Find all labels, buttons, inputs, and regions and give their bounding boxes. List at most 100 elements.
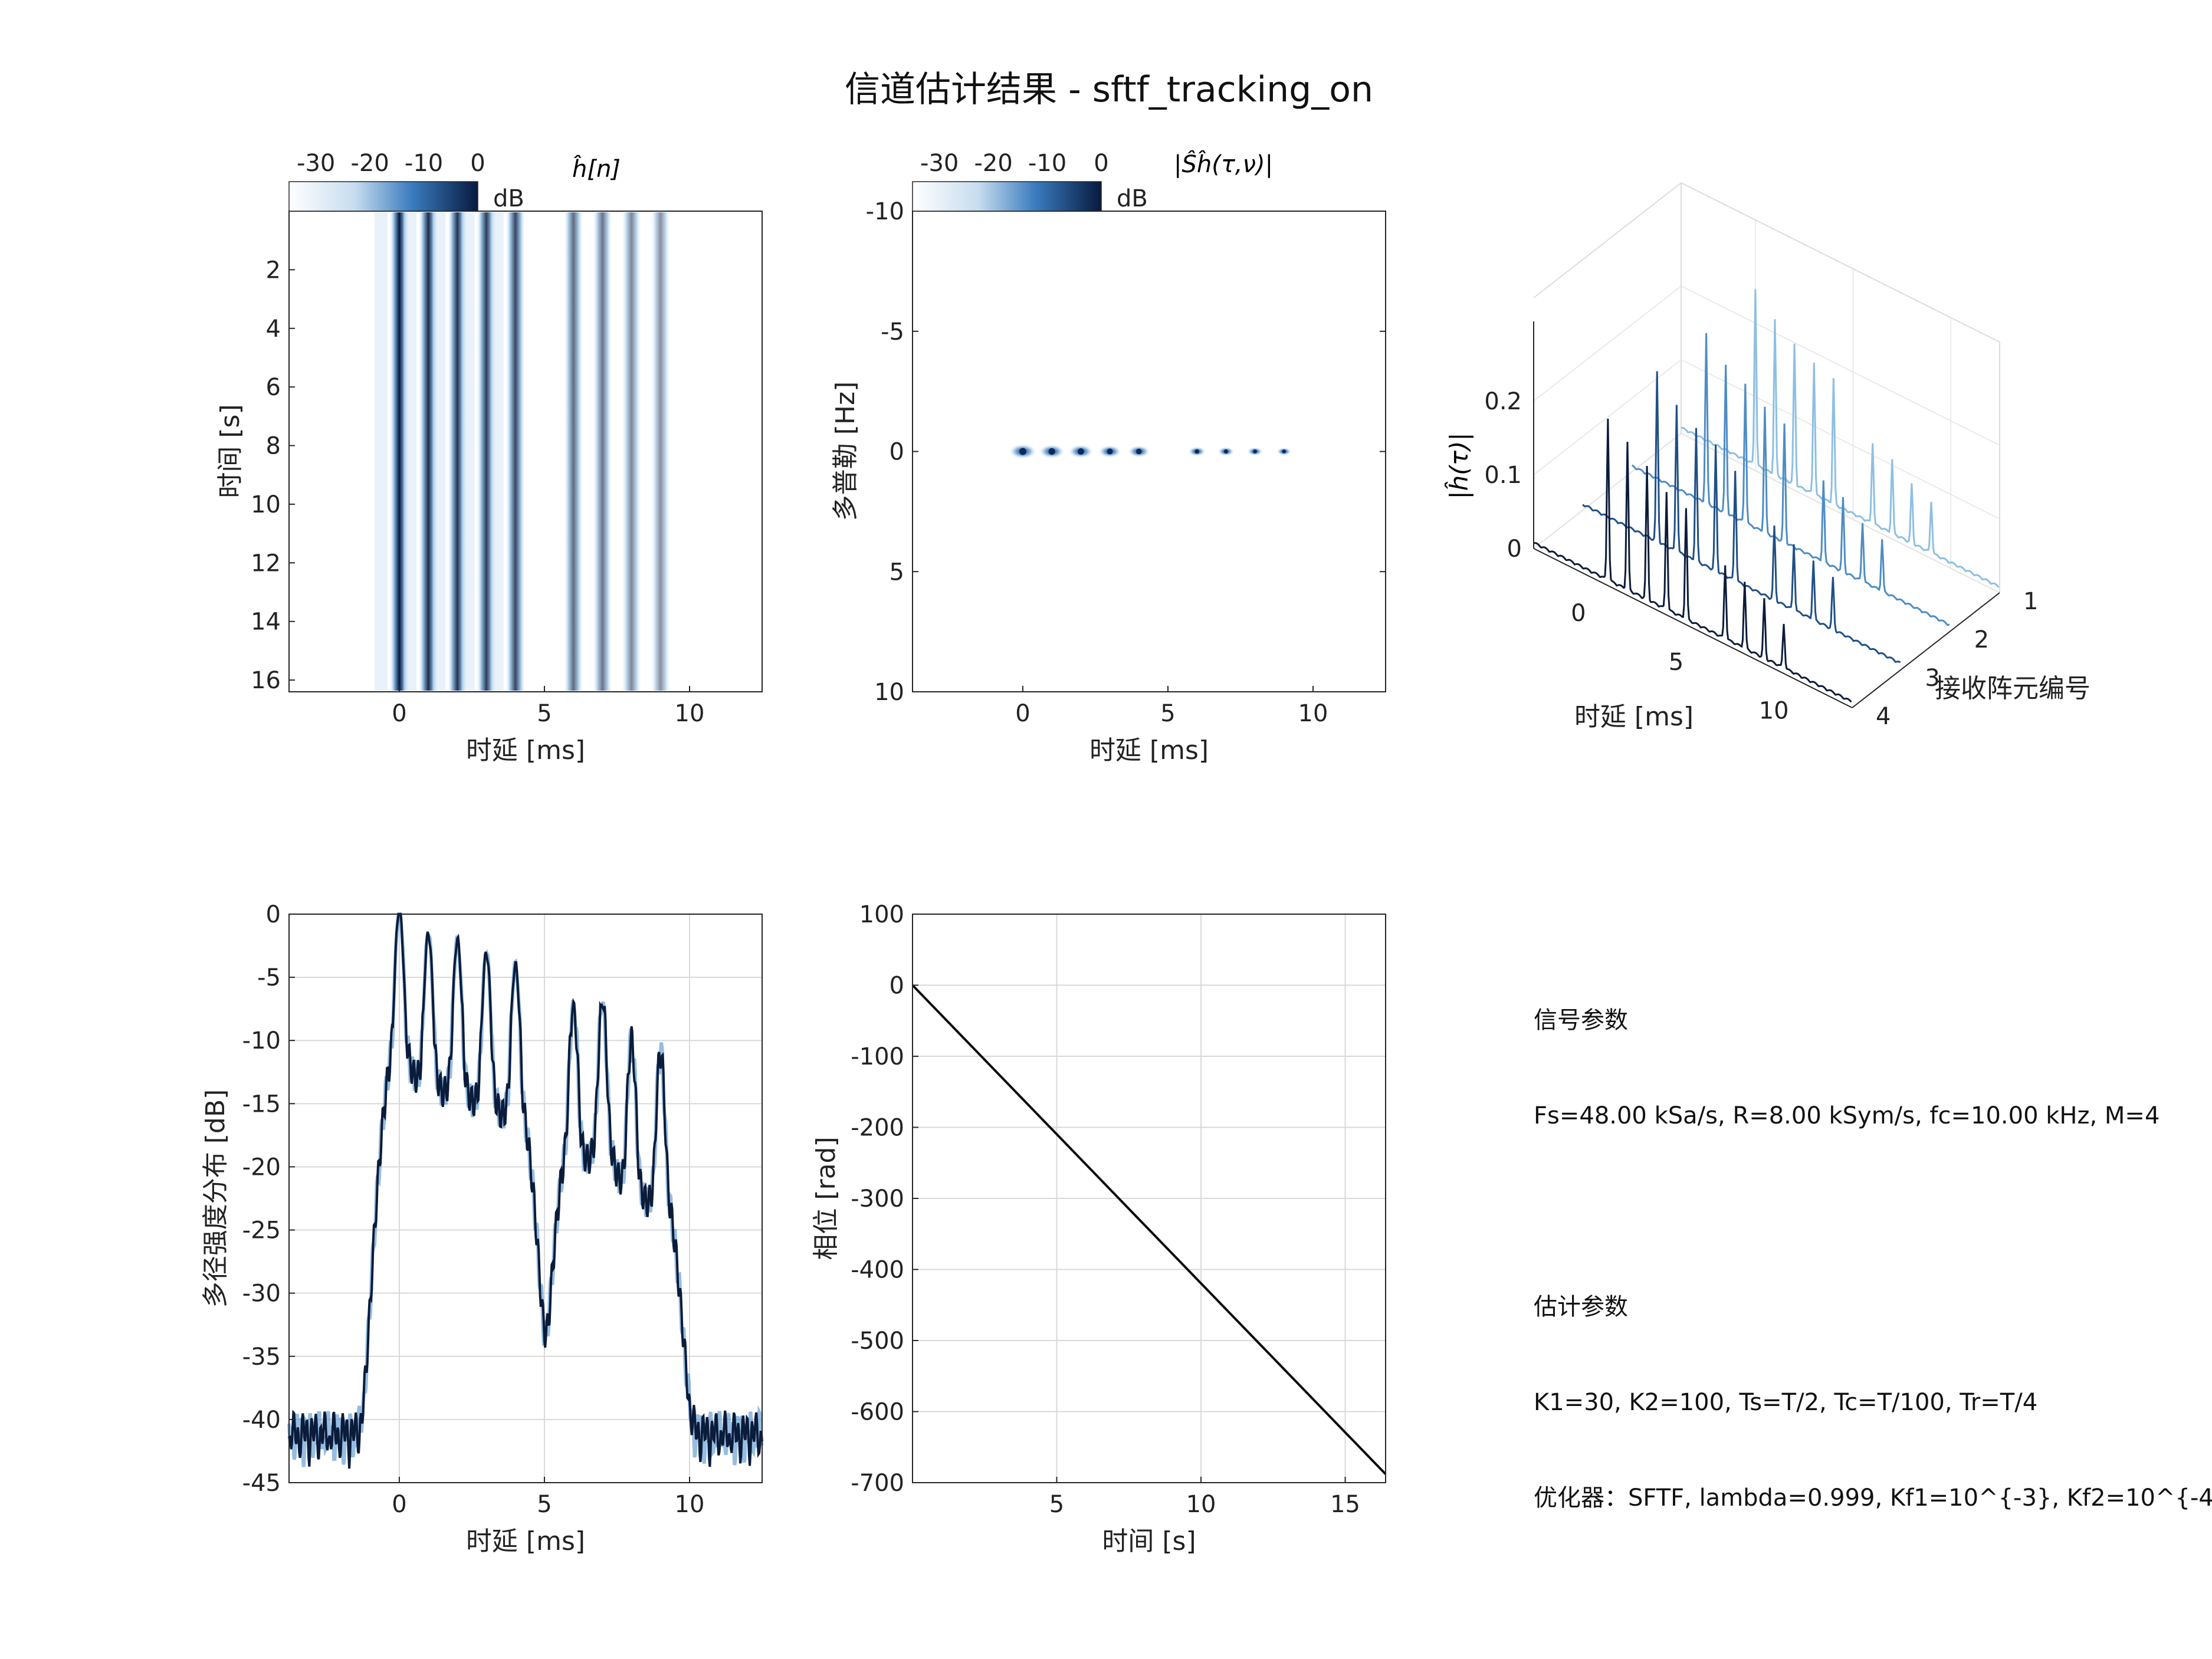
impulse-stripe bbox=[592, 212, 613, 691]
y-axis-label: 多普勒 [Hz] bbox=[831, 382, 861, 521]
colorbar: -30 -20 -10 0 dB bbox=[288, 150, 524, 212]
x-tick-label: 5 bbox=[1049, 1491, 1064, 1518]
estim-heading: 估计参数 bbox=[1534, 1293, 1628, 1320]
y-tick-label: -5 bbox=[881, 318, 904, 346]
z-tick-label: 0.2 bbox=[1484, 388, 1522, 415]
z-gridline bbox=[1533, 433, 2000, 593]
x-tick-label: 0 bbox=[1015, 700, 1030, 727]
colorbar-tick-label: -10 bbox=[405, 150, 443, 177]
y-tick-label: -30 bbox=[242, 1280, 281, 1308]
x-tick-label: 5 bbox=[1669, 649, 1683, 676]
sidelobe-stripe bbox=[432, 212, 446, 691]
estim-params: K1=30, K2=100, Ts=T/2, Tc=T/100, Tr=T/4 bbox=[1534, 1389, 2038, 1416]
y-tick-label: -5 bbox=[257, 964, 281, 991]
y-tick-label: -100 bbox=[851, 1043, 904, 1070]
scatter-core bbox=[1282, 449, 1286, 454]
y-tick-label: -200 bbox=[851, 1115, 904, 1142]
x-tick-label: 15 bbox=[1330, 1491, 1360, 1518]
panel-power-delay-profile: 0 5 100-5-10-15-20-25-30-35-40-45 时延 [ms] … bbox=[201, 901, 764, 1556]
impulse-stripe bbox=[650, 212, 671, 691]
z-tick-label: 0 bbox=[1507, 536, 1522, 563]
colorbar-tick-label: -20 bbox=[350, 150, 389, 177]
axis-ticks: 0 5 10 1 2 3 4 0 0.1 0.2 bbox=[1484, 388, 2038, 730]
axis-ticks: 0 5 10 2 4 6 8 10 12 14 16 bbox=[251, 257, 704, 727]
colorbar-tick-label: -30 bbox=[920, 150, 959, 177]
box-edge bbox=[1533, 182, 1682, 298]
optimizer-params: 优化器：SFTF, lambda=0.999, Kf1=10^{-3}, Kf2… bbox=[1534, 1484, 2212, 1512]
x-tick-label: 10 bbox=[675, 1491, 705, 1518]
colorbar-ticks: -30 -20 -10 0 bbox=[920, 150, 1109, 177]
sidelobe-stripe bbox=[490, 212, 504, 691]
panel-title: ĥ[n] bbox=[572, 155, 621, 183]
y-tick-label: -10 bbox=[242, 1027, 281, 1054]
y-tick-label: 2 bbox=[266, 257, 281, 284]
waterfall-series-4 bbox=[1533, 418, 1852, 703]
scatter-core bbox=[1253, 449, 1257, 454]
y-tick-label: 8 bbox=[266, 433, 281, 460]
x-axis-label: 时间 [s] bbox=[1102, 1526, 1196, 1556]
x-tick-label: 10 bbox=[1759, 698, 1789, 725]
y-tick-label: -20 bbox=[242, 1154, 281, 1181]
y-axis-line bbox=[1852, 592, 2000, 708]
y-tick-label: -10 bbox=[866, 198, 904, 225]
axis-ticks: 0 5 10 -10 -5 0 5 10 bbox=[866, 198, 1386, 727]
colorbar: -30 -20 -10 0 dB bbox=[912, 150, 1148, 212]
scatter-core bbox=[1194, 449, 1199, 454]
y-tick-label: -35 bbox=[242, 1343, 281, 1371]
colorbar-ticks: -30 -20 -10 0 bbox=[297, 150, 485, 177]
y-tick-label: 10 bbox=[251, 491, 281, 518]
plot-background bbox=[289, 211, 762, 692]
y-tick-label: 1 bbox=[2023, 588, 2038, 615]
y-axis-label: 接收阵元编号 bbox=[1935, 674, 2090, 704]
box-edges bbox=[1533, 182, 2000, 708]
y-axis-label: 相位 [rad] bbox=[811, 1136, 841, 1260]
x-tick-label: 10 bbox=[1298, 700, 1328, 727]
panel-impulse-response: 0 5 10 2 4 6 8 10 12 14 16 时延 [ms] 时间 [s] ĥ[n] -30… bbox=[215, 150, 763, 766]
impulse-stripe bbox=[563, 212, 584, 691]
scatter-core bbox=[1077, 448, 1084, 455]
y-tick-label: 16 bbox=[251, 667, 281, 694]
parameter-panel: 信号参数 Fs=48.00 kSa/s, R=8.00 kSym/s, fc=1… bbox=[1534, 941, 2212, 1546]
sidelobe-stripe bbox=[461, 212, 475, 691]
colorbar-tick-label: 0 bbox=[470, 150, 485, 177]
phase-line bbox=[911, 984, 1387, 1475]
z-gridline bbox=[1533, 359, 2000, 520]
y-tick-label: -500 bbox=[851, 1328, 904, 1355]
x-axis-line bbox=[1533, 548, 1853, 708]
y-tick-label: -25 bbox=[242, 1217, 281, 1244]
scatter-core bbox=[1107, 448, 1113, 455]
y-tick-label: 14 bbox=[251, 609, 281, 636]
x-tick-label: 5 bbox=[1160, 700, 1175, 727]
y-tick-label: 0 bbox=[890, 973, 904, 1000]
figure-title: 信道估计结果 - sftf_tracking_on bbox=[845, 69, 1373, 110]
y-tick-label: 100 bbox=[859, 901, 904, 928]
y-tick-label: 6 bbox=[266, 374, 281, 401]
x-axis-label: 时延 [ms] bbox=[1574, 702, 1694, 732]
scatter-core bbox=[1019, 448, 1026, 455]
z-tick-label: 0.1 bbox=[1484, 462, 1522, 489]
x-tick-label: 0 bbox=[392, 700, 406, 727]
y-tick-label: 10 bbox=[874, 679, 904, 706]
axis-ticks: 5 10 15 100 0 -100 -200 -300 -400 -500 -600 -700 bbox=[851, 901, 1360, 1518]
waterfall-series-3 bbox=[1582, 371, 1901, 663]
y-tick-label: -45 bbox=[242, 1470, 281, 1497]
y-tick-label: 2 bbox=[1974, 626, 1989, 653]
box-edge bbox=[1681, 182, 2000, 343]
y-tick-label: 4 bbox=[1876, 703, 1891, 730]
sidelobe-stripe bbox=[403, 212, 417, 691]
y-tick-label: 0 bbox=[890, 439, 904, 466]
y-tick-label: -400 bbox=[851, 1257, 904, 1284]
impulse-stripe bbox=[447, 212, 468, 691]
x-axis-label: 时延 [ms] bbox=[1089, 735, 1209, 766]
y-tick-label: -15 bbox=[242, 1090, 281, 1118]
x-tick-label: 10 bbox=[1186, 1491, 1216, 1518]
colorbar-unit: dB bbox=[493, 185, 524, 212]
panel-waterfall-3d: 0 5 10 1 2 3 4 0 0.1 0.2 时延 [ms] 接收阵元编号 |ĥ(τ)| bbox=[1444, 182, 2090, 732]
plot-frame bbox=[288, 914, 763, 1483]
pdp-line bbox=[288, 913, 763, 1469]
waterfall-lines bbox=[1533, 289, 2000, 703]
x-axis-label: 时延 [ms] bbox=[466, 735, 585, 766]
x-tick-label: 10 bbox=[675, 700, 705, 727]
scatter-core bbox=[1048, 448, 1055, 455]
